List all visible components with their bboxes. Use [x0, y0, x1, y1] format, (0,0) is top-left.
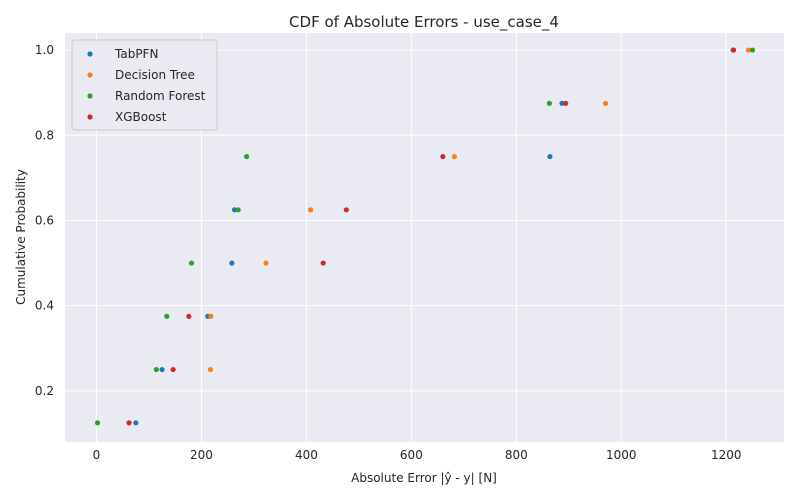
legend-label-tabpfn: TabPFN: [114, 47, 158, 61]
point-random-forest: [546, 100, 553, 106]
y-tick-label: 0.4: [35, 299, 54, 313]
y-axis-label: Cumulative Probability: [14, 169, 28, 305]
x-axis-label: Absolute Error |ŷ - y| [N]: [351, 471, 497, 485]
point-xgboost: [126, 420, 132, 426]
point-decision-tree: [208, 313, 214, 319]
point-xgboost: [343, 207, 349, 213]
chart-title: CDF of Absolute Errors - use_case_4: [289, 13, 559, 32]
legend: TabPFN Decision Tree Random Forest XGBoost: [71, 39, 218, 131]
y-tick-label: 1.0: [35, 43, 54, 57]
legend-label-xgboost: XGBoost: [115, 110, 167, 124]
point-xgboost: [186, 313, 192, 319]
y-tick-label: 0.6: [35, 213, 54, 227]
tick-labels: 0 200 400 600 800 1000 1200 0.2 0.4 0.6 0.8 1.0: [35, 43, 742, 462]
point-tabpfn: [133, 420, 139, 426]
legend-label-random-forest: Random Forest: [115, 89, 206, 103]
x-tick-label: 1200: [711, 448, 742, 462]
point-random-forest: [243, 153, 250, 160]
legend-frame: [71, 39, 218, 131]
x-tick-label: 400: [295, 448, 318, 462]
point-random-forest: [188, 260, 195, 266]
point-random-forest: [164, 313, 170, 319]
point-xgboost: [320, 260, 326, 266]
point-tabpfn: [559, 100, 565, 106]
y-tick-label: 0.8: [35, 128, 54, 142]
point-decision-tree: [207, 366, 213, 373]
point-tabpfn: [231, 207, 238, 213]
x-tick-label: 200: [190, 448, 213, 462]
point-decision-tree: [451, 153, 458, 160]
data-points: [94, 47, 756, 426]
point-random-forest: [749, 47, 756, 53]
point-xgboost: [731, 47, 737, 53]
point-xgboost: [170, 366, 176, 373]
point-decision-tree: [308, 207, 314, 213]
legend-marker-decision-tree: [87, 72, 93, 78]
point-tabpfn: [547, 153, 553, 160]
point-decision-tree: [263, 260, 269, 266]
legend-label-decision-tree: Decision Tree: [115, 68, 195, 82]
point-random-forest: [153, 366, 159, 373]
legend-marker-xgboost: [87, 114, 93, 120]
point-tabpfn: [229, 260, 235, 266]
grid-lines: [65, 33, 784, 442]
point-xgboost: [440, 153, 446, 160]
point-random-forest: [94, 420, 101, 426]
legend-marker-random-forest: [87, 93, 93, 99]
point-xgboost: [563, 100, 569, 106]
legend-marker-tabpfn: [87, 51, 93, 57]
x-tick-label: 800: [505, 448, 528, 462]
point-tabpfn: [159, 366, 165, 373]
point-decision-tree: [602, 100, 609, 106]
x-tick-label: 600: [400, 448, 423, 462]
x-tick-label: 1000: [606, 448, 637, 462]
point-decision-tree: [745, 47, 751, 53]
x-tick-label: 0: [93, 448, 101, 462]
point-random-forest: [235, 207, 241, 213]
y-tick-label: 0.2: [35, 384, 54, 398]
